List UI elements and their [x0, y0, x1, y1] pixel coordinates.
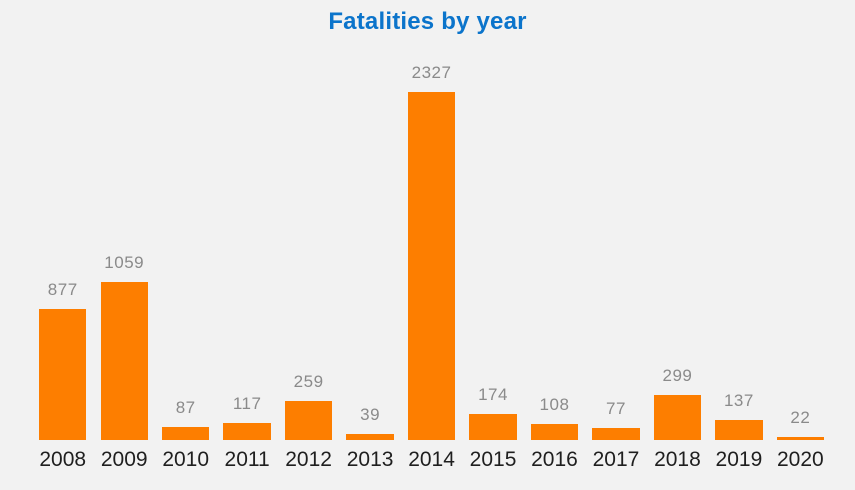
x-axis-label-2020: 2020 [777, 448, 824, 471]
value-label-2010: 87 [175, 398, 196, 417]
bar-2008[interactable] [39, 309, 87, 440]
bar-2016[interactable] [530, 424, 579, 440]
plot-area: 877 2008 1059 2009 87 2010 117 2011 259 2012 39 201… [0, 50, 855, 490]
bar-2020[interactable] [776, 437, 825, 440]
bar-2015[interactable] [469, 414, 517, 440]
bar-column-2019: 137 2019 [708, 50, 769, 474]
bar-2017[interactable] [592, 428, 640, 440]
bar-2014[interactable] [407, 92, 456, 440]
bar-column-2012: 259 2012 [278, 50, 339, 474]
bar-2018[interactable] [653, 395, 702, 440]
value-label-2008: 877 [47, 280, 78, 299]
bar-2009[interactable] [100, 282, 148, 440]
bar-2013[interactable] [346, 434, 394, 440]
value-label-2011: 117 [232, 394, 262, 413]
x-axis-label-2009: 2009 [100, 448, 148, 471]
x-axis-label-2010: 2010 [162, 448, 210, 471]
x-axis-label-2018: 2018 [654, 448, 701, 471]
bar-column-2015: 174 2015 [462, 50, 523, 474]
x-axis-label-2013: 2013 [346, 448, 394, 471]
bar-column-2017: 77 2017 [585, 50, 646, 474]
x-axis-label-2016: 2016 [531, 448, 578, 471]
x-axis-label-2019: 2019 [715, 448, 763, 471]
x-axis-label-2012: 2012 [285, 448, 332, 471]
value-label-2015: 174 [478, 385, 508, 404]
value-label-2013: 39 [360, 405, 381, 424]
bar-column-2016: 108 2016 [524, 50, 585, 474]
bar-column-2011: 117 2011 [216, 50, 277, 474]
value-label-2018: 299 [662, 366, 693, 385]
bar-column-2008: 877 2008 [32, 50, 93, 474]
bar-2019[interactable] [715, 420, 763, 440]
value-label-2020: 22 [790, 408, 811, 427]
bar-2011[interactable] [223, 423, 271, 440]
value-label-2014: 2327 [411, 63, 452, 82]
bar-2010[interactable] [162, 427, 210, 440]
bar-column-2020: 22 2020 [770, 50, 831, 474]
value-label-2012: 259 [293, 372, 324, 391]
value-label-2009: 1059 [104, 253, 145, 272]
value-label-2019: 137 [723, 391, 754, 410]
bar-column-2009: 1059 2009 [93, 50, 154, 474]
value-label-2016: 108 [539, 395, 570, 414]
bar-column-2018: 299 2018 [647, 50, 708, 474]
bar-2012[interactable] [284, 401, 333, 440]
chart-title: Fatalities by year [328, 8, 527, 35]
bar-column-2010: 87 2010 [155, 50, 216, 474]
x-axis-label-2015: 2015 [469, 448, 517, 471]
bar-column-2014: 2327 2014 [401, 50, 462, 474]
value-label-2017: 77 [605, 399, 626, 418]
x-axis-label-2017: 2017 [592, 448, 640, 471]
x-axis-label-2014: 2014 [408, 448, 455, 471]
bar-column-2013: 39 2013 [339, 50, 400, 474]
x-axis-label-2008: 2008 [39, 448, 87, 471]
x-axis-label-2011: 2011 [224, 448, 270, 471]
